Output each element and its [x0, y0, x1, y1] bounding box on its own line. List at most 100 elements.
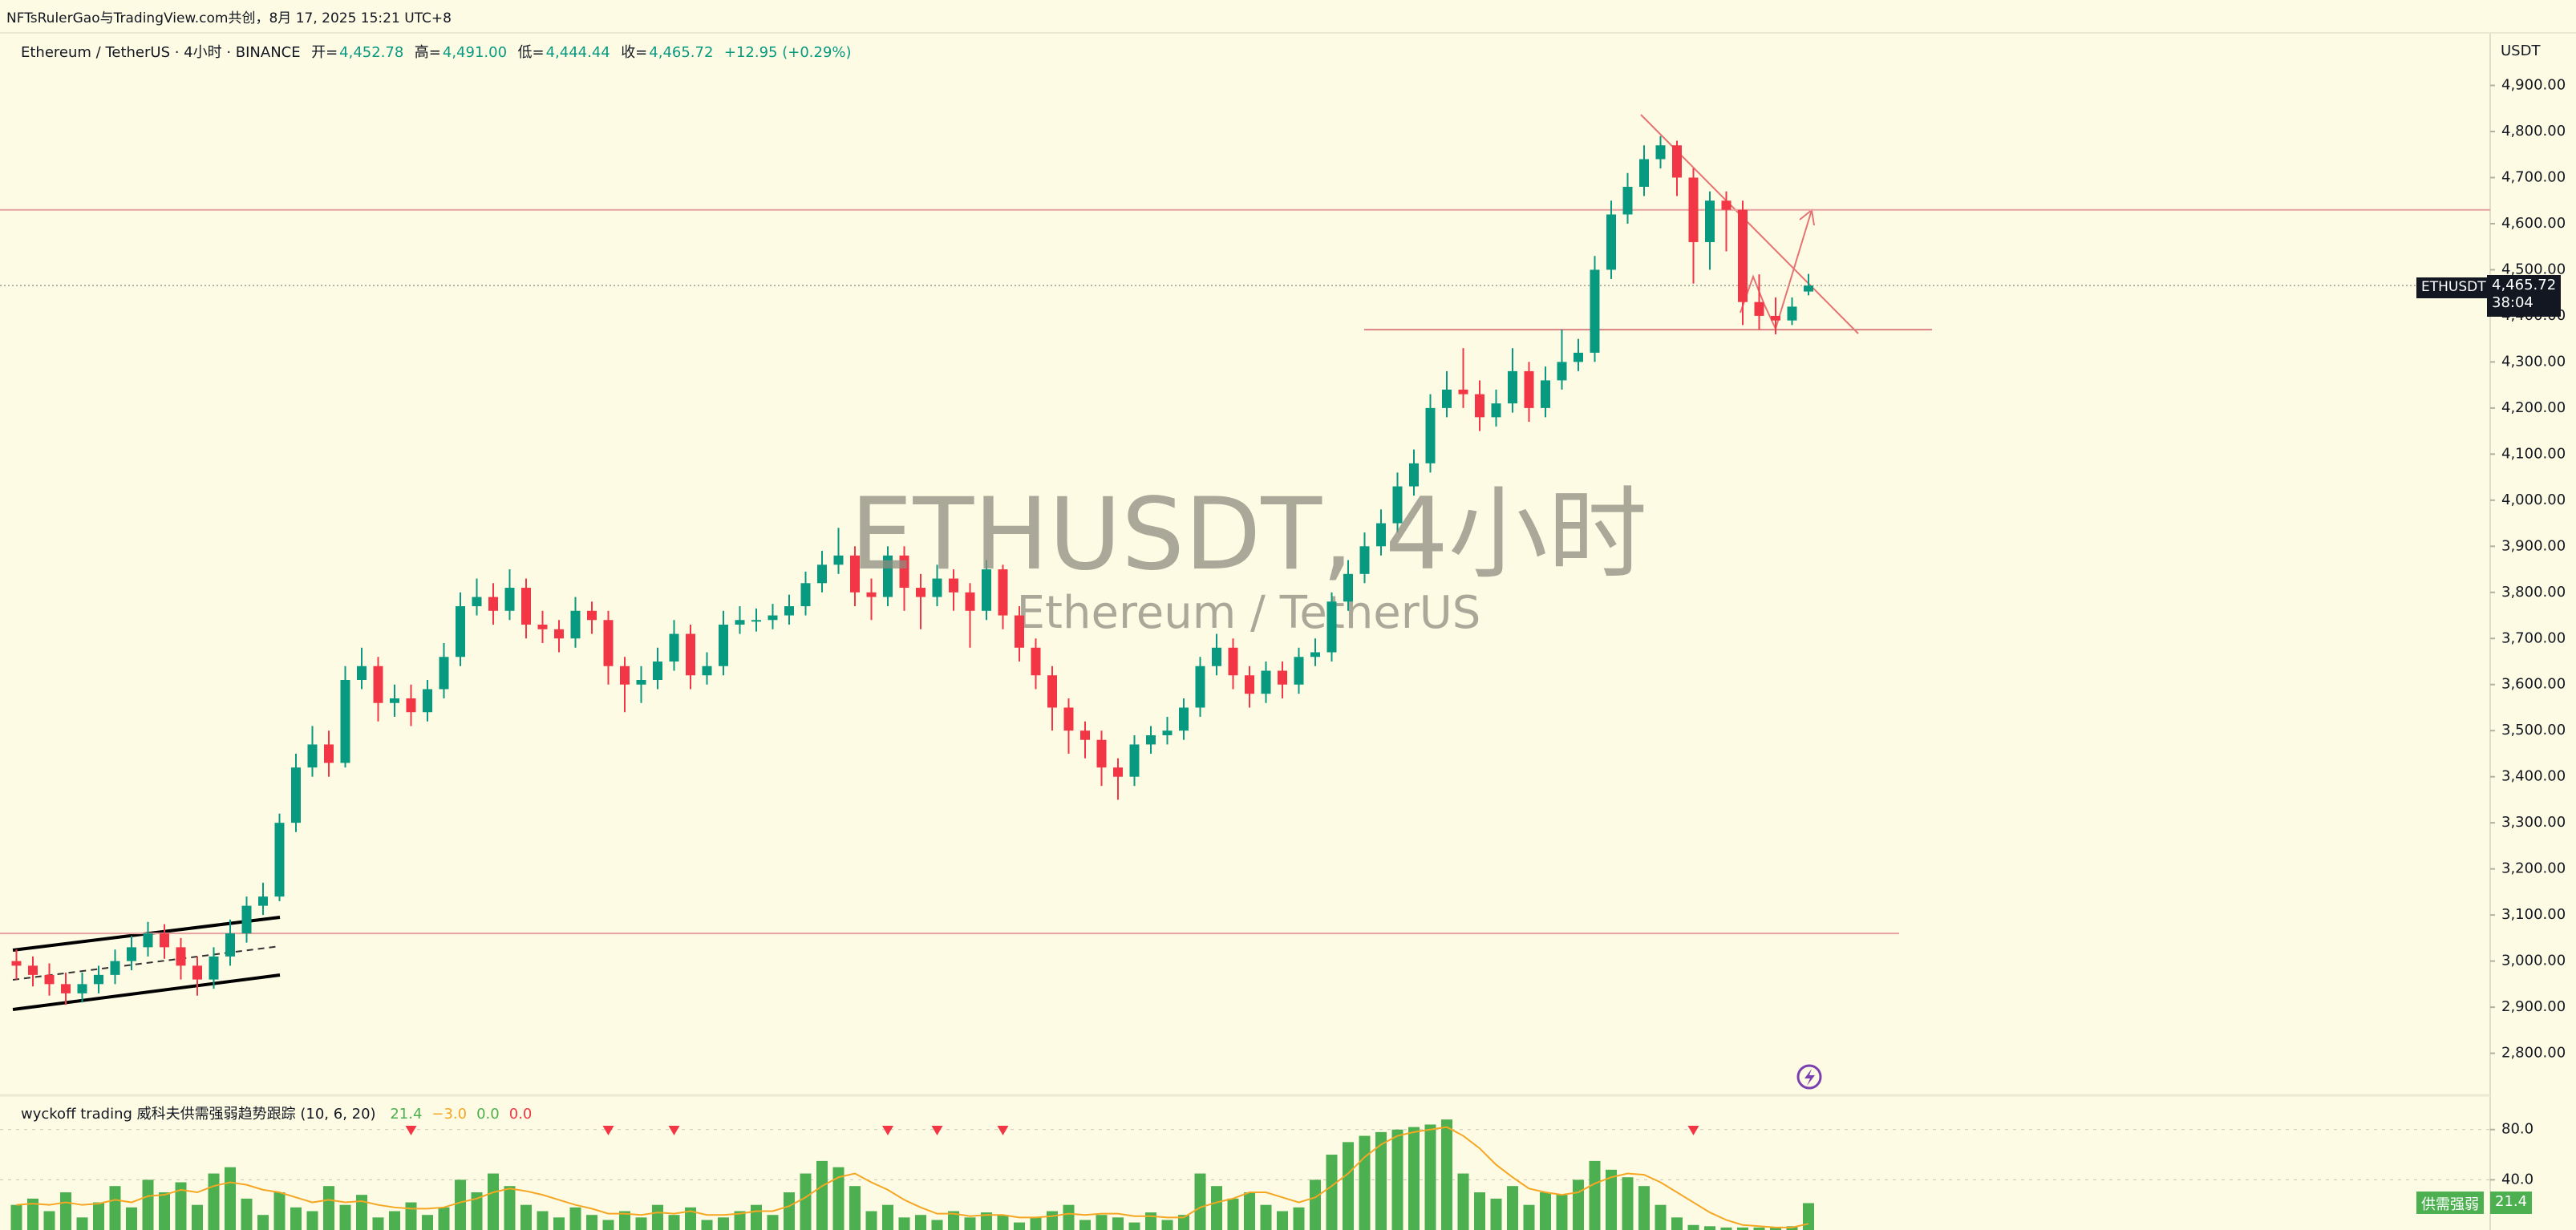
open-value: 4,452.78: [339, 44, 404, 61]
price-tag: 4,465.72 38:04: [2487, 275, 2561, 317]
bar: [800, 1173, 812, 1230]
bar: [339, 1204, 351, 1230]
bar: [126, 1207, 137, 1230]
candle-body: [866, 592, 877, 597]
bar: [1244, 1192, 1255, 1230]
candle-body: [620, 666, 630, 685]
candle-body: [603, 620, 614, 666]
low-prefix: 低=: [517, 44, 545, 61]
candle-body: [1574, 352, 1583, 362]
bar: [619, 1211, 630, 1230]
bar: [488, 1173, 499, 1230]
candle-body: [1047, 675, 1057, 708]
candle-body: [472, 597, 482, 607]
candle-body: [998, 569, 1008, 616]
currency-label: USDT: [2501, 42, 2541, 59]
candle-body: [1787, 306, 1797, 321]
y-tick-label: 2,800.00: [2501, 1045, 2566, 1062]
bar: [1737, 1227, 1748, 1230]
indicator-readout: 0.0: [508, 1106, 533, 1123]
bar: [1161, 1220, 1173, 1230]
bar: [1803, 1203, 1814, 1230]
candle-body: [1392, 486, 1403, 524]
y-tick-label: 3,900.00: [2501, 537, 2566, 554]
indicator-tag-name: 供需强弱: [2416, 1192, 2484, 1214]
bar: [60, 1192, 71, 1230]
y-tick-label: 4,000.00: [2501, 492, 2566, 508]
bar: [602, 1220, 614, 1230]
symbol: Ethereum / TetherUS · 4小时 · BINANCE: [21, 44, 301, 61]
bar: [832, 1167, 844, 1230]
bar: [422, 1215, 433, 1230]
candle-body: [850, 555, 860, 593]
bar: [553, 1217, 565, 1230]
bar: [964, 1217, 976, 1230]
candle-body: [77, 984, 87, 993]
candle-body: [1096, 739, 1107, 768]
bar: [1720, 1227, 1732, 1230]
candle-body: [1705, 200, 1715, 242]
bar: [816, 1160, 828, 1230]
alert-icon[interactable]: [1796, 1064, 1822, 1090]
candle-body: [1359, 546, 1370, 574]
candle-body: [324, 744, 334, 763]
candle-body: [110, 961, 120, 975]
bar: [504, 1186, 516, 1230]
bar: [1474, 1192, 1485, 1230]
bar: [1408, 1127, 1420, 1230]
watermark-subtitle: Ethereum / TetherUS: [1017, 587, 1481, 639]
candle-body: [570, 610, 581, 639]
bar: [734, 1211, 746, 1230]
candle-body: [587, 610, 597, 621]
candle-body: [291, 767, 301, 823]
bar: [1391, 1129, 1403, 1230]
bar: [931, 1220, 943, 1230]
bar: [1523, 1204, 1535, 1230]
bar: [389, 1211, 400, 1230]
signal-line: [16, 1126, 1809, 1228]
legend: Ethereum / TetherUS · 4小时 · BINANCE 开= 4,…: [21, 41, 853, 62]
y-tick-label: 3,300.00: [2501, 814, 2566, 831]
candle-body: [1326, 601, 1337, 653]
signal-marker: [668, 1126, 680, 1135]
indicator-readout: −3.0: [431, 1106, 468, 1123]
bar: [997, 1215, 1009, 1230]
candle-body: [1031, 647, 1041, 676]
watermark: ETHUSDT, 4小时: [850, 477, 1647, 593]
bar: [1326, 1155, 1338, 1230]
bar: [537, 1211, 549, 1230]
candle-body: [800, 583, 811, 607]
close-value: 4,465.72: [649, 44, 714, 61]
candle-body: [916, 588, 925, 597]
bar: [1556, 1195, 1568, 1230]
candle-body: [373, 666, 383, 703]
y-tick-label: 3,500.00: [2501, 722, 2566, 738]
bar: [159, 1192, 170, 1230]
bar: [1112, 1217, 1124, 1230]
y-tick-label: 4,200.00: [2501, 399, 2566, 416]
y-tick-label: 3,200.00: [2501, 860, 2566, 877]
candle-body: [1245, 675, 1254, 694]
bar: [1655, 1204, 1667, 1230]
y-tick-label: 3,100.00: [2501, 906, 2566, 923]
candle-body: [1721, 200, 1732, 210]
bar: [1540, 1192, 1551, 1230]
y-tick-label: 3,400.00: [2501, 768, 2566, 785]
bar: [1573, 1179, 1584, 1230]
candle-body: [751, 620, 761, 622]
candle-body: [1804, 285, 1813, 292]
candle-body: [406, 698, 416, 713]
signal-marker: [997, 1126, 1009, 1135]
candle-body: [1639, 159, 1649, 187]
bar: [27, 1198, 38, 1230]
bar: [1194, 1173, 1206, 1230]
candle-body: [833, 555, 844, 565]
bar: [142, 1179, 154, 1230]
indicator-readout: 21.4: [390, 1106, 423, 1123]
candle-body: [1162, 730, 1173, 735]
candle-body: [719, 625, 728, 666]
bar: [1753, 1227, 1765, 1230]
candle-body: [1590, 269, 1600, 353]
candle-body: [61, 984, 71, 993]
